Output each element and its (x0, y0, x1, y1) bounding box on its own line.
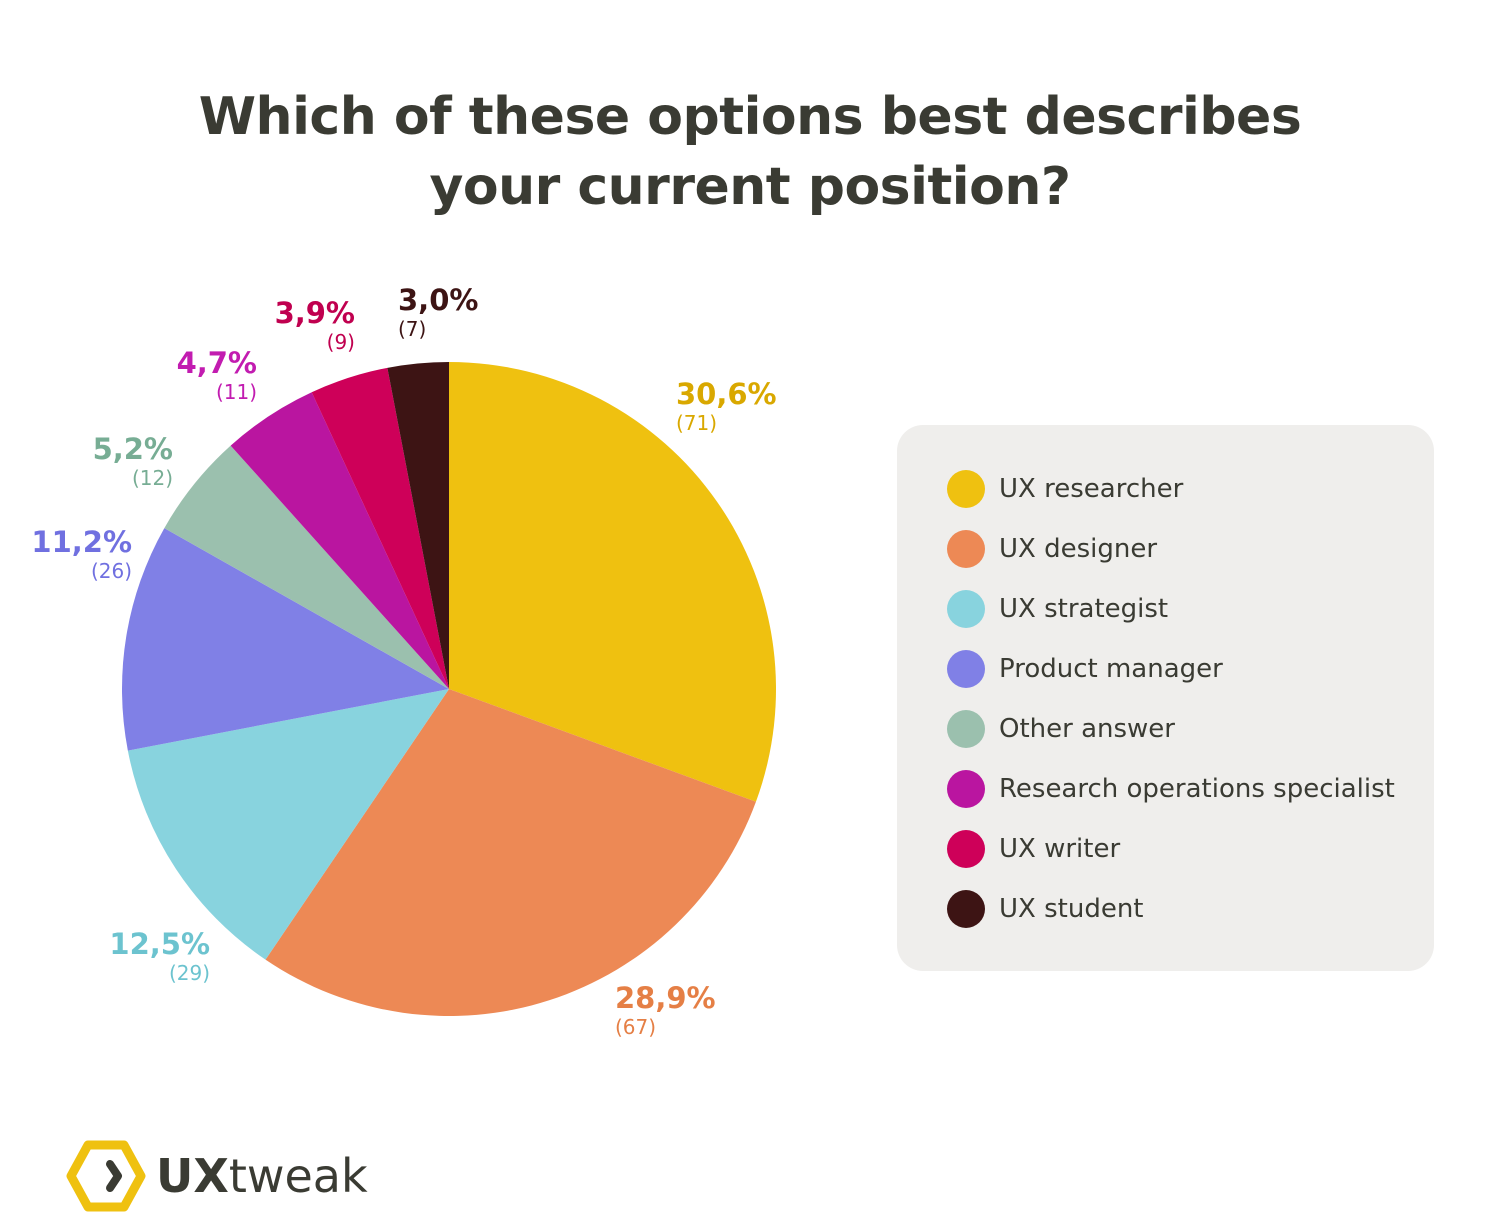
legend-item: Product manager (947, 649, 1223, 689)
percent-label: 3,0% (398, 283, 479, 317)
count-label: (26) (90, 559, 132, 583)
legend-label: UX researcher (999, 474, 1184, 504)
pie-slice-ux-strategist (127, 689, 449, 960)
legend-swatch-icon (947, 770, 985, 808)
slice-label: 30,6% (71) (676, 378, 777, 436)
pie-slice-research-operations-specialist (230, 392, 449, 689)
legend-label: Product manager (999, 654, 1223, 684)
pie-slice-ux-researcher (449, 362, 777, 802)
legend-item: Other answer (947, 709, 1175, 749)
slice-label: 12,5% (29) (109, 928, 210, 986)
slice-label: 5,2% (12) (93, 433, 173, 491)
logo-text: UXtweak (156, 1149, 368, 1203)
slice-label: 4,7% (11) (177, 347, 257, 405)
slice-label: 3,9% (9) (275, 297, 355, 355)
percent-label: 5,2% (92, 432, 173, 466)
logo-text-light: tweak (228, 1149, 368, 1203)
title-line-2: your current position? (429, 157, 1071, 217)
percent-label: 4,7% (176, 346, 257, 380)
pie-slice-ux-writer (311, 367, 449, 689)
legend-item: UX researcher (947, 469, 1183, 509)
legend-swatch-icon (947, 830, 985, 868)
legend-item: UX strategist (947, 589, 1168, 629)
legend-swatch-icon (947, 710, 985, 748)
legend-swatch-icon (947, 890, 985, 928)
chart-title: Which of these options best describes yo… (0, 82, 1500, 222)
logo-text-bold: UX (156, 1149, 229, 1203)
legend-swatch-icon (947, 470, 985, 508)
slice-label: 11,2% (26) (31, 526, 132, 584)
legend-swatch-icon (947, 590, 985, 628)
percent-label: 12,5% (109, 927, 210, 961)
percent-label: 30,6% (676, 377, 777, 411)
legend-swatch-icon (947, 650, 985, 688)
percent-label: 28,9% (615, 981, 716, 1015)
slice-label: 3,0% (7) (398, 284, 478, 342)
legend-item: UX writer (947, 829, 1120, 869)
pie-slice-other-answer (164, 445, 449, 689)
legend-label: UX writer (999, 834, 1121, 864)
legend-label: UX student (999, 894, 1144, 924)
slice-label: 28,9% (67) (615, 982, 716, 1040)
uxtweak-logo: UXtweak (66, 1140, 368, 1212)
legend-item: UX designer (947, 529, 1157, 569)
percent-label: 11,2% (31, 525, 132, 559)
pie-slice-ux-designer (265, 689, 756, 1017)
title-line-1: Which of these options best describes (198, 87, 1302, 147)
pie-slice-ux-student (387, 362, 449, 689)
count-label: (9) (326, 330, 355, 354)
percent-label: 3,9% (274, 296, 355, 330)
count-label: (71) (676, 411, 718, 435)
count-label: (29) (168, 961, 210, 985)
legend-item: UX student (947, 889, 1144, 929)
legend-item: Research operations specialist (947, 769, 1395, 809)
legend: UX researcher UX designer UX strategist Pro… (897, 425, 1434, 971)
count-label: (7) (398, 317, 427, 341)
legend-label: Other answer (999, 714, 1175, 744)
count-label: (11) (215, 380, 257, 404)
count-label: (12) (131, 466, 173, 490)
legend-label: UX designer (999, 534, 1158, 564)
legend-label: Research operations specialist (999, 774, 1395, 804)
legend-swatch-icon (947, 530, 985, 568)
count-label: (67) (615, 1015, 657, 1039)
hexagon-logo-icon (66, 1140, 146, 1212)
pie-slice-product-manager (121, 528, 449, 751)
legend-label: UX strategist (999, 594, 1169, 624)
